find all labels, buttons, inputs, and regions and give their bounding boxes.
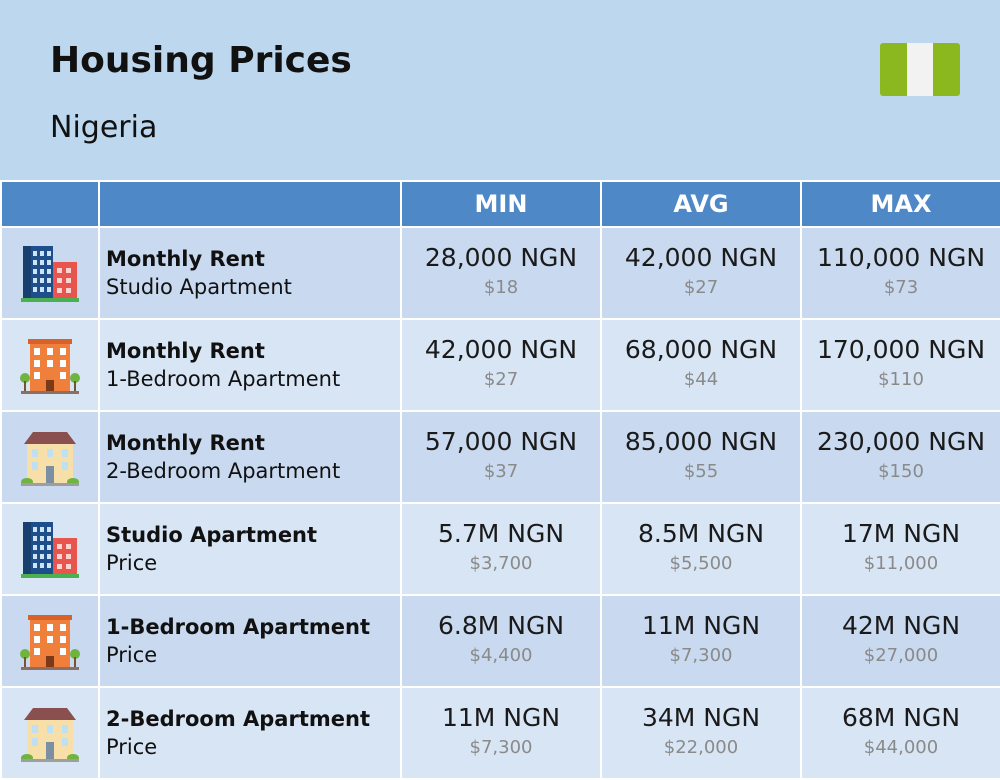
- value-min-usd: $18: [483, 277, 519, 298]
- row-label-cell: Studio Apartment Price: [98, 502, 402, 596]
- value-min-usd: $3,700: [469, 553, 533, 574]
- cell-max: 170,000 NGN $110: [800, 318, 1000, 412]
- table-row: 1-Bedroom Apartment Price 6.8M NGN $4,400 11…: [0, 594, 1000, 688]
- cell-avg: 11M NGN $7,300: [600, 594, 802, 688]
- row-sublabel: 1-Bedroom Apartment: [106, 367, 341, 391]
- header-icon-col: [0, 180, 100, 228]
- orange-building-icon: [0, 318, 100, 412]
- table-header-row: MIN AVG MAX: [0, 180, 1000, 228]
- column-header-avg: AVG: [600, 180, 802, 228]
- cell-max: 230,000 NGN $150: [800, 410, 1000, 504]
- row-sublabel: Studio Apartment: [106, 275, 292, 299]
- value-max-ngn: 42M NGN: [841, 611, 961, 640]
- row-label: 1-Bedroom Apartment: [106, 615, 370, 639]
- row-sublabel: Price: [106, 551, 158, 575]
- blue-building-icon: [0, 502, 100, 596]
- value-min-ngn: 57,000 NGN: [424, 427, 578, 456]
- row-label: Monthly Rent: [106, 431, 265, 455]
- row-label: Monthly Rent: [106, 339, 265, 363]
- cell-avg: 34M NGN $22,000: [600, 686, 802, 780]
- value-avg-usd: $55: [683, 461, 719, 482]
- blue-building-icon: [0, 226, 100, 320]
- value-avg-ngn: 68,000 NGN: [624, 335, 778, 364]
- value-min-ngn: 28,000 NGN: [424, 243, 578, 272]
- value-max-usd: $11,000: [863, 553, 939, 574]
- row-label: Studio Apartment: [106, 523, 318, 547]
- value-avg-usd: $22,000: [663, 737, 739, 758]
- cell-min: 42,000 NGN $27: [400, 318, 602, 412]
- row-label: Monthly Rent: [106, 247, 265, 271]
- value-min-ngn: 42,000 NGN: [424, 335, 578, 364]
- value-max-ngn: 230,000 NGN: [816, 427, 986, 456]
- cell-max: 110,000 NGN $73: [800, 226, 1000, 320]
- beige-house-icon: [0, 686, 100, 780]
- row-label-cell: Monthly Rent 2-Bedroom Apartment: [98, 410, 402, 504]
- row-label-cell: 2-Bedroom Apartment Price: [98, 686, 402, 780]
- value-min-ngn: 11M NGN: [441, 703, 561, 732]
- value-avg-usd: $5,500: [669, 553, 733, 574]
- row-label: 2-Bedroom Apartment: [106, 707, 370, 731]
- cell-max: 17M NGN $11,000: [800, 502, 1000, 596]
- header-label-col: [98, 180, 402, 228]
- value-min-usd: $4,400: [469, 645, 533, 666]
- row-label-cell: Monthly Rent 1-Bedroom Apartment: [98, 318, 402, 412]
- row-sublabel: 2-Bedroom Apartment: [106, 459, 341, 483]
- value-avg-usd: $27: [683, 277, 719, 298]
- value-max-usd: $27,000: [863, 645, 939, 666]
- cell-min: 5.7M NGN $3,700: [400, 502, 602, 596]
- page-title: Housing Prices: [50, 40, 352, 81]
- cell-avg: 68,000 NGN $44: [600, 318, 802, 412]
- table-row: Monthly Rent Studio Apartment 28,000 NGN $1…: [0, 226, 1000, 320]
- value-min-ngn: 5.7M NGN: [437, 519, 565, 548]
- value-avg-usd: $44: [683, 369, 719, 390]
- value-min-usd: $27: [483, 369, 519, 390]
- cell-min: 57,000 NGN $37: [400, 410, 602, 504]
- row-sublabel: Price: [106, 643, 158, 667]
- nigeria-flag-icon: [880, 43, 960, 96]
- column-header-max: MAX: [800, 180, 1000, 228]
- row-label-cell: Monthly Rent Studio Apartment: [98, 226, 402, 320]
- value-avg-ngn: 8.5M NGN: [637, 519, 765, 548]
- cell-avg: 8.5M NGN $5,500: [600, 502, 802, 596]
- page-subtitle: Nigeria: [50, 110, 158, 145]
- cell-min: 28,000 NGN $18: [400, 226, 602, 320]
- value-min-usd: $37: [483, 461, 519, 482]
- value-max-usd: $110: [878, 369, 924, 390]
- cell-avg: 42,000 NGN $27: [600, 226, 802, 320]
- orange-building-icon: [0, 594, 100, 688]
- cell-min: 11M NGN $7,300: [400, 686, 602, 780]
- table-row: Monthly Rent 2-Bedroom Apartment 57,000 NG…: [0, 410, 1000, 504]
- value-max-ngn: 110,000 NGN: [816, 243, 986, 272]
- table-row: Studio Apartment Price 5.7M NGN $3,700 8.5M …: [0, 502, 1000, 596]
- value-min-usd: $7,300: [469, 737, 533, 758]
- value-avg-ngn: 85,000 NGN: [624, 427, 778, 456]
- row-sublabel: Price: [106, 735, 158, 759]
- value-avg-ngn: 11M NGN: [641, 611, 761, 640]
- table-row: 2-Bedroom Apartment Price 11M NGN $7,300 34M…: [0, 686, 1000, 780]
- cell-avg: 85,000 NGN $55: [600, 410, 802, 504]
- value-max-ngn: 17M NGN: [841, 519, 961, 548]
- table-row: Monthly Rent 1-Bedroom Apartment 42,000 NG…: [0, 318, 1000, 412]
- value-avg-ngn: 34M NGN: [641, 703, 761, 732]
- value-avg-ngn: 42,000 NGN: [624, 243, 778, 272]
- value-max-ngn: 170,000 NGN: [816, 335, 986, 364]
- column-header-min: MIN: [400, 180, 602, 228]
- row-label-cell: 1-Bedroom Apartment Price: [98, 594, 402, 688]
- value-max-usd: $150: [878, 461, 924, 482]
- value-min-ngn: 6.8M NGN: [437, 611, 565, 640]
- value-max-usd: $73: [883, 277, 919, 298]
- value-max-usd: $44,000: [863, 737, 939, 758]
- header: Housing Prices Nigeria: [0, 0, 1000, 180]
- value-max-ngn: 68M NGN: [841, 703, 961, 732]
- cell-min: 6.8M NGN $4,400: [400, 594, 602, 688]
- cell-max: 68M NGN $44,000: [800, 686, 1000, 780]
- price-table: MIN AVG MAX Monthly Rent Studio Apartment…: [0, 180, 1000, 780]
- value-avg-usd: $7,300: [669, 645, 733, 666]
- cell-max: 42M NGN $27,000: [800, 594, 1000, 688]
- beige-house-icon: [0, 410, 100, 504]
